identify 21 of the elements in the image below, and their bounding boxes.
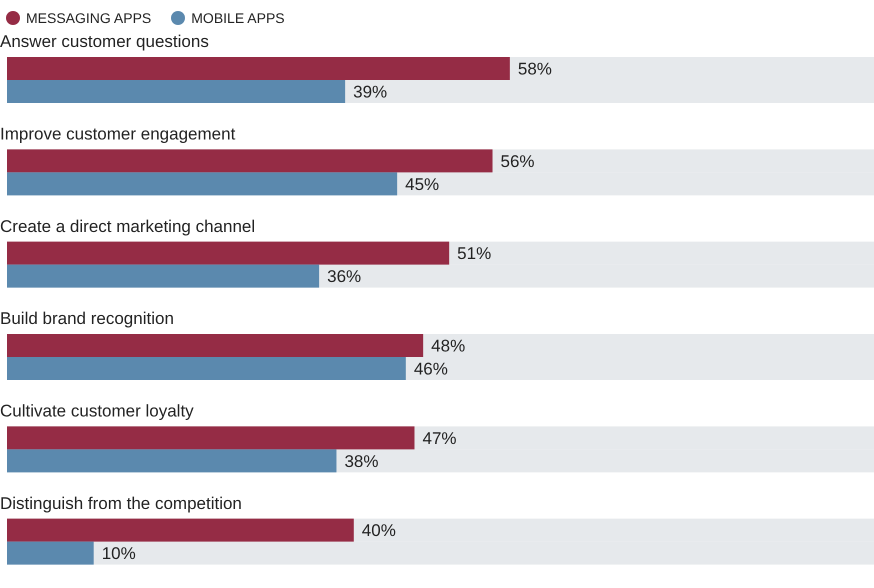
y-tick-label: Answer customer questions [0, 32, 209, 52]
data-label: 45% [405, 174, 440, 194]
data-label: 39% [353, 82, 388, 102]
data-label: 10% [102, 544, 136, 564]
y-tick-label: Cultivate customer loyalty [0, 402, 194, 420]
data-label: 56% [500, 152, 535, 171]
bar [7, 542, 94, 565]
data-label: 38% [344, 452, 378, 471]
y-tick-label: Improve customer engagement [0, 124, 236, 144]
legend-label: MOBILE APPS [190, 10, 285, 26]
data-label: 58% [518, 60, 552, 78]
y-tick-label: Distinguish from the competition [0, 494, 242, 513]
data-label: 36% [327, 267, 362, 286]
y-tick-label: Build brand recognition [0, 309, 174, 328]
y-tick-label: Create a direct marketing channel [0, 216, 256, 236]
data-label: 47% [422, 428, 457, 448]
data-label: 51% [457, 244, 492, 264]
data-label: 48% [431, 336, 466, 356]
data-label: 46% [414, 360, 448, 378]
data-label: 40% [362, 521, 396, 540]
legend-label: MESSAGING APPS [25, 10, 152, 26]
